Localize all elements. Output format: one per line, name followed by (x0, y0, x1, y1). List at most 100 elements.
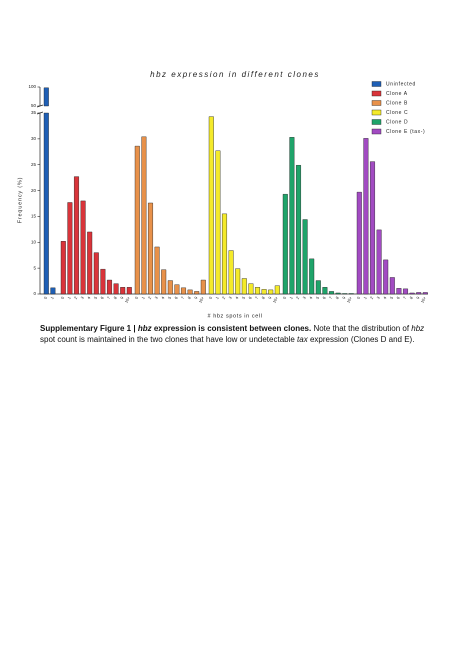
x-tick-label: 3 (227, 295, 233, 300)
bar (248, 283, 254, 295)
x-tick-label: 5 (93, 295, 99, 300)
bar (409, 292, 415, 295)
chart-title: hbz expression in different clones (150, 70, 320, 79)
bar (134, 145, 140, 295)
x-tick-label: 6 (321, 295, 327, 300)
bar (167, 280, 173, 295)
x-tick-label: 4 (86, 295, 92, 300)
bar (194, 291, 200, 295)
legend-label: Clone E (tax-) (386, 129, 425, 135)
y-tick-label: 35 (31, 110, 37, 115)
bar (335, 292, 341, 295)
x-tick-label: 1 (362, 295, 368, 300)
x-tick-label: 0 (134, 295, 140, 300)
bar (389, 277, 395, 295)
caption-run: hbz (137, 324, 152, 333)
x-tick-label: 4 (160, 295, 166, 300)
bar (356, 191, 362, 295)
bar (208, 116, 214, 295)
bar (261, 289, 267, 295)
x-tick-label: 2 (73, 295, 79, 300)
x-tick-label: 5 (389, 295, 395, 300)
bar (93, 252, 99, 295)
bar (282, 193, 288, 295)
x-tick-label: 0 (208, 295, 214, 300)
bar (348, 293, 354, 295)
bar (383, 259, 389, 295)
bar (126, 287, 132, 295)
bar (241, 278, 247, 295)
y-tick-label: 5 (33, 265, 36, 270)
legend-swatch (371, 90, 382, 97)
bar (403, 288, 408, 295)
bar (154, 246, 160, 295)
x-tick-label: 2 (221, 295, 227, 300)
x-tick-label: 8 (112, 295, 118, 300)
x-tick-label: 5 (167, 295, 173, 300)
y-tick-label: 30 (31, 136, 37, 141)
x-tick-label: 2 (147, 295, 153, 300)
bar (87, 231, 93, 295)
bar (120, 287, 126, 295)
caption-run: tax (297, 334, 308, 344)
bar (187, 289, 193, 295)
bar (363, 138, 369, 295)
chart: hbz expression in different clones Frequ… (17, 70, 428, 319)
x-tick-label: 9 (415, 295, 421, 300)
bar (322, 287, 328, 295)
caption-run: spot count is maintained in the two clon… (40, 334, 298, 344)
bar (302, 219, 308, 295)
x-tick-label: 1 (49, 295, 55, 300)
x-tick-label: 6 (395, 295, 401, 300)
y-tick-label: 50 (31, 103, 37, 108)
bar (148, 202, 153, 295)
caption-run: Supplementary Figure 1 | (40, 324, 138, 333)
x-tick-label: 6 (99, 295, 105, 300)
legend-swatch (371, 128, 382, 135)
x-tick-label: 4 (382, 295, 388, 300)
bar (416, 292, 422, 295)
x-tick-label: 3 (375, 295, 381, 300)
bar (222, 213, 227, 295)
bar (235, 268, 241, 295)
bar (289, 137, 295, 295)
y-tick-label: 10 (31, 239, 37, 244)
y-tick-label: 25 (31, 162, 37, 167)
x-tick-label: 2 (369, 295, 375, 300)
legend-label: Uninfected (386, 81, 416, 87)
caption-run: expression (Clones D and E). (307, 334, 415, 344)
x-tick-label: 10+ (197, 295, 205, 304)
x-tick-label: 9 (119, 295, 125, 300)
legend-label: Clone C (386, 110, 408, 116)
x-tick-label: 0 (43, 295, 49, 300)
bar (200, 279, 206, 295)
bar (74, 176, 79, 295)
legend-label: Clone B (386, 100, 408, 106)
bar (174, 284, 180, 295)
x-tick-label: 10+ (123, 295, 131, 304)
x-tick-label: 8 (334, 295, 340, 300)
x-tick-label: 5 (315, 295, 321, 300)
x-tick-label: 9 (193, 295, 199, 300)
x-tick-label: 4 (234, 295, 240, 300)
bar (274, 285, 280, 295)
x-tick-label: 7 (328, 295, 334, 300)
legend-swatch (371, 100, 382, 106)
bar (296, 165, 301, 295)
x-tick-label: 7 (106, 295, 112, 300)
x-tick-label: 8 (260, 295, 266, 300)
y-tick-label: 100 (28, 84, 36, 89)
caption-run: Note that the distribution of (311, 324, 412, 333)
x-tick-label: 10+ (271, 295, 279, 304)
y-tick-label: 15 (31, 214, 37, 219)
x-tick-label: 7 (402, 295, 408, 300)
x-tick-label: 3 (79, 295, 85, 300)
legend-label: Clone A (386, 91, 408, 97)
x-tick-label: 1 (288, 295, 294, 300)
legend-swatch (371, 81, 382, 87)
bar (315, 280, 321, 295)
legend-swatch (371, 109, 382, 116)
x-axis-label: # hbz spots in cell (207, 313, 262, 319)
bar (329, 291, 334, 295)
